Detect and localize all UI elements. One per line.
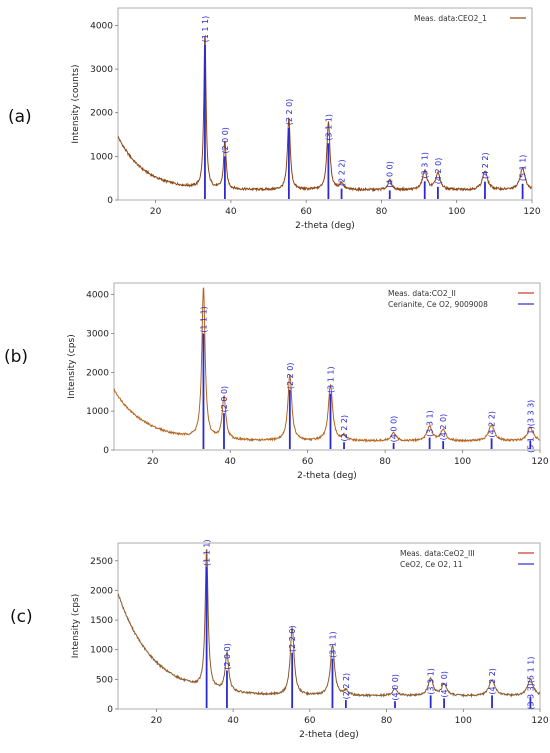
y-tick-label: 1000 [86, 407, 109, 417]
hkl-label: (4 2 2) [481, 152, 490, 179]
y-tick-label: 1000 [90, 152, 113, 162]
y-tick-label: 4000 [90, 21, 113, 31]
hkl-label: (4 2 0) [440, 671, 449, 698]
x-tick-label: 100 [454, 457, 471, 467]
y-tick-label: 2500 [90, 557, 113, 567]
hkl-label: (2 2 2) [338, 159, 347, 186]
y-tick-label: 4000 [86, 291, 109, 301]
x-tick-label: 60 [302, 457, 314, 467]
hkl-label: (4 0 0) [391, 674, 400, 701]
hkl-label: (3 3 3)(5 1 1) [526, 657, 535, 710]
hkl-label: (3 3 1) [427, 668, 436, 695]
legend-entry: CeO2, Ce O2, 11 [400, 560, 463, 569]
hkl-label: (3 1 1) [328, 631, 337, 658]
measured-pattern-line [113, 287, 540, 444]
x-tick-label: 40 [224, 457, 236, 467]
hkl-label: (4 2 0) [434, 158, 443, 185]
y-tick-label: 0 [107, 196, 113, 206]
y-tick-label: 500 [96, 675, 113, 685]
legend-entry: Cerianite, Ce O2, 9009008 [388, 300, 488, 309]
x-tick-label: 60 [304, 716, 316, 726]
plot-frame [117, 7, 533, 201]
x-axis-label: 2-theta (deg) [299, 730, 359, 740]
legend-entry: Meas. data:CeO2_III [400, 549, 475, 558]
x-tick-label: 40 [227, 716, 239, 726]
x-tick-label: 20 [150, 207, 162, 217]
hkl-label: (5 1 1) [519, 155, 528, 182]
hkl-label: (4 0 0) [390, 416, 399, 443]
hkl-label: (4 2 2) [488, 668, 497, 695]
x-tick-label: 80 [376, 207, 388, 217]
hkl-label: (2 0 0) [223, 643, 232, 670]
y-axis-label: Intensity (cps) [71, 594, 81, 658]
y-tick-label: 0 [103, 446, 109, 456]
hkl-label: (2 2 0) [285, 99, 294, 126]
x-axis-label: 2-theta (deg) [295, 221, 355, 231]
x-tick-label: 20 [151, 716, 163, 726]
y-tick-label: 1000 [90, 646, 113, 656]
hkl-label: (3 3 1) [421, 152, 430, 179]
panel-label: (b) [4, 347, 28, 367]
legend-entry: Meas. data:CO2_II [388, 289, 456, 298]
y-axis-label: Intensity (counts) [71, 64, 81, 143]
hkl-label: (3 1 1) [324, 114, 333, 141]
y-tick-label: 3000 [90, 65, 113, 75]
y-tick-label: 2000 [86, 368, 109, 378]
panel-label: (c) [10, 607, 33, 627]
hkl-label: (4 2 2) [488, 411, 497, 438]
x-tick-label: 120 [523, 207, 540, 217]
plot-frame [113, 282, 541, 451]
chart-panel-1: (a) 20 40 60 80 100 120 0 1000 2000 3000 4000 2-thet… [8, 7, 541, 231]
y-tick-label: 2000 [90, 586, 113, 596]
x-tick-label: 120 [531, 457, 548, 467]
hkl-label: (2 2 2) [342, 673, 351, 700]
hkl-label: (2 0 0) [221, 127, 230, 154]
x-axis-label: 2-theta (deg) [297, 471, 357, 481]
y-tick-label: 1500 [90, 616, 113, 626]
chart-panel-3: (c) 20 40 60 80 100 120 0 500 1000 1500 2000 2500 2-t… [10, 539, 549, 740]
chart-panel-2: (b) 20 40 60 80 100 120 0 1000 2000 3000 4000 2-thet… [4, 282, 549, 481]
hkl-label: (1 1 1) [199, 306, 208, 333]
hkl-label: (2 2 0) [288, 625, 297, 652]
hkl-label: (3 1 1) [326, 366, 335, 393]
x-tick-label: 20 [147, 457, 159, 467]
measured-pattern-line [117, 34, 533, 193]
y-tick-label: 3000 [86, 329, 109, 339]
hkl-label: (1 1 1) [203, 539, 212, 566]
legend-entry: Meas. data:CEO2_1 [414, 14, 487, 23]
measured-pattern-line [117, 549, 541, 699]
y-axis-label: Intensity (cps) [67, 334, 77, 398]
hkl-label: (1 1 1) [201, 16, 210, 43]
x-tick-label: 40 [225, 207, 237, 217]
hkl-label: (2 0 0) [220, 386, 229, 413]
x-tick-label: 120 [531, 716, 548, 726]
x-tick-label: 80 [381, 716, 393, 726]
hkl-label: (2 2 0) [286, 362, 295, 389]
panel-label: (a) [8, 107, 32, 127]
hkl-label: (4 0 0) [386, 161, 395, 188]
x-tick-label: 100 [448, 207, 465, 217]
hkl-label: (4 2 0) [439, 414, 448, 441]
hkl-label: (2 2 2) [340, 415, 349, 442]
plot-frame [117, 542, 541, 710]
y-tick-label: 0 [107, 705, 113, 715]
x-tick-label: 80 [379, 457, 391, 467]
y-tick-label: 2000 [90, 109, 113, 119]
x-tick-label: 60 [300, 207, 312, 217]
hkl-label: (5 1 1)(3 3 3) [526, 400, 535, 453]
x-tick-label: 100 [455, 716, 472, 726]
hkl-label: (3 3 1) [426, 410, 435, 437]
